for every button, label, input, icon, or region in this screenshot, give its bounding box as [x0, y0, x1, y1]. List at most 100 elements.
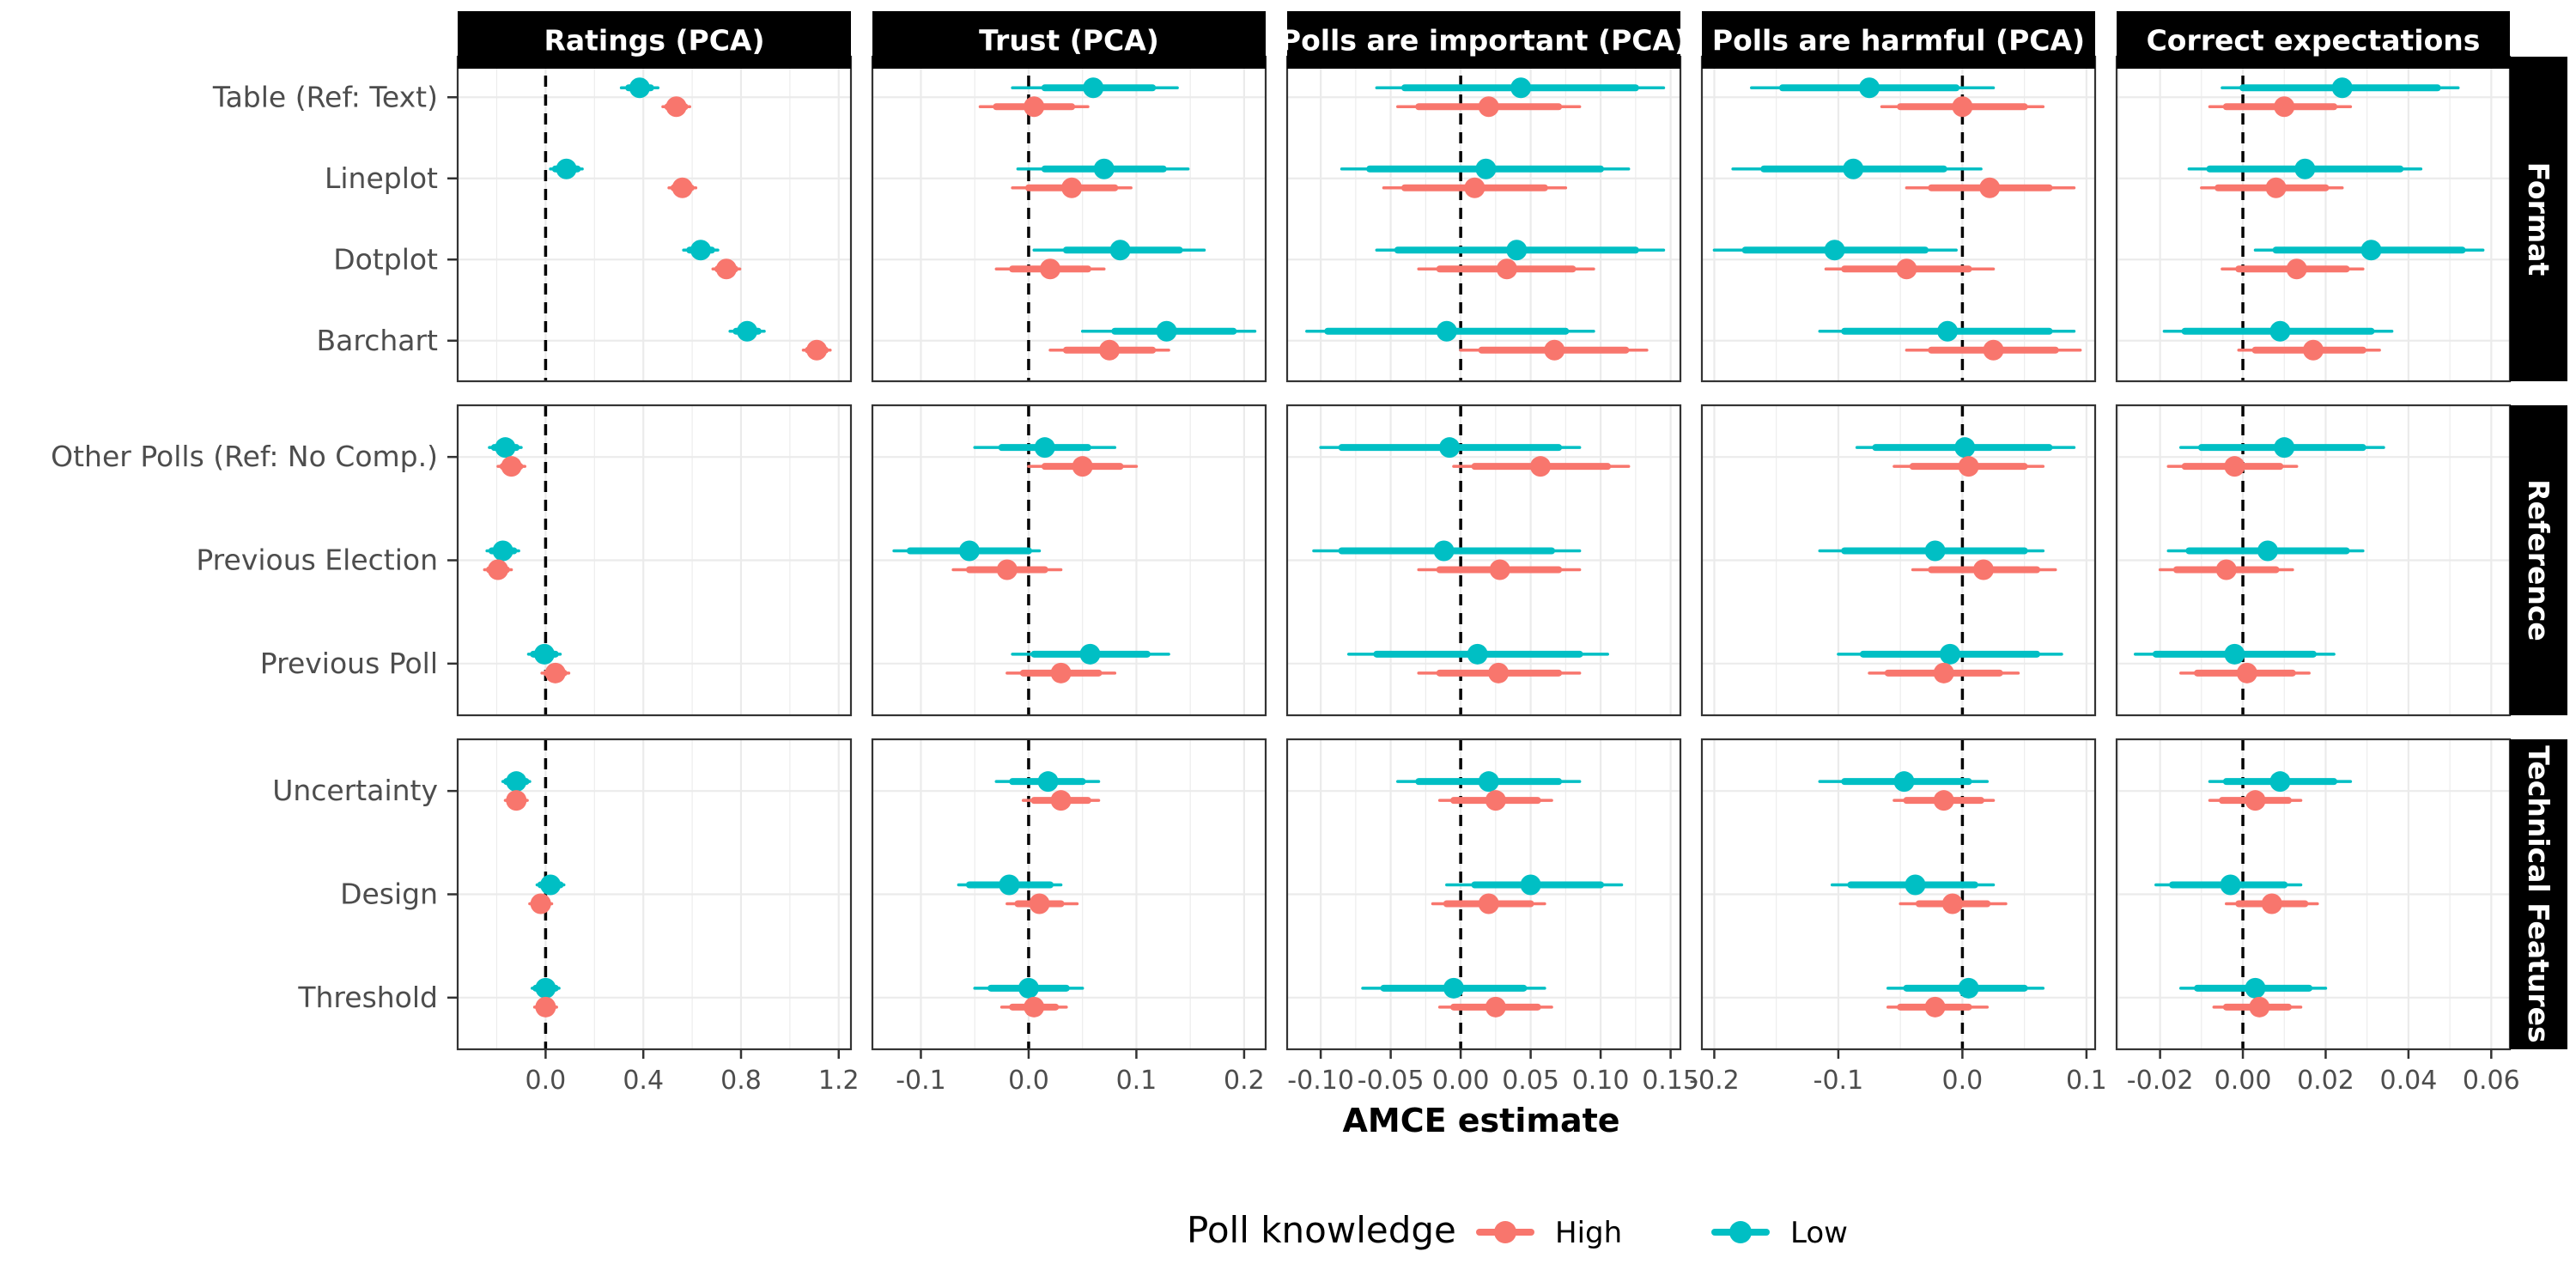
point-estimate [1893, 771, 1915, 793]
estimate-high [2166, 456, 2299, 477]
panel-polls-are-important-pca-technical-features [1285, 738, 1682, 1051]
legend-label: Low [1790, 1216, 1848, 1250]
y-tick-label-dotplot: Dotplot [333, 242, 438, 276]
point-estimate [1544, 339, 1565, 361]
point-estimate [1905, 874, 1926, 896]
point-estimate [2220, 874, 2241, 896]
estimate-high [711, 258, 742, 280]
panel-correct-expectations-reference [2115, 404, 2512, 717]
x-tick-label: 0.8 [720, 1066, 762, 1096]
panel-border [1700, 738, 2097, 1051]
estimate-high [540, 662, 571, 683]
panel-ratings-pca-format [456, 55, 853, 383]
legend: Poll knowledge High Low [1187, 1209, 1848, 1251]
estimate-low [488, 437, 523, 459]
x-tick-label: 0.10 [1572, 1066, 1630, 1096]
panel-polls-are-important-pca-reference [1285, 404, 1682, 717]
estimate-low [2154, 874, 2303, 896]
estimate-low [1375, 77, 1666, 99]
estimate-low [728, 320, 766, 342]
estimate-low [2187, 158, 2423, 179]
estimate-low [531, 977, 561, 999]
point-estimate [1040, 258, 1061, 280]
x-tick-label: 0.0 [1942, 1066, 1984, 1096]
column-strip-polls-are-harmful-pca [1702, 11, 2095, 69]
estimate-low [2178, 977, 2328, 999]
point-estimate [1924, 996, 1946, 1018]
estimate-low [2253, 240, 2485, 261]
estimate-high [1027, 456, 1139, 477]
point-estimate [540, 874, 562, 896]
estimate-low [973, 437, 1117, 459]
point-estimate [2286, 258, 2307, 280]
estimate-low [1818, 771, 1990, 793]
y-tick-label-previous-poll: Previous Poll [260, 647, 438, 680]
estimate-low [1855, 437, 2076, 459]
point-estimate [1972, 559, 1994, 580]
estimate-low [957, 874, 1063, 896]
estimate-high [1880, 96, 2045, 118]
estimate-high [2221, 258, 2365, 280]
point-estimate [2274, 96, 2295, 118]
estimate-low [1731, 158, 1983, 179]
panel-trust-pca-format [871, 55, 1267, 383]
panel-trust-pca-technical-features [871, 738, 1267, 1051]
estimate-low [2133, 643, 2336, 665]
point-estimate [487, 559, 508, 580]
panel-border [1285, 738, 1682, 1051]
estimate-low [619, 77, 660, 99]
point-estimate [535, 996, 556, 1018]
point-estimate [2360, 240, 2382, 261]
estimate-high [1893, 456, 2045, 477]
column-strip-trust-pca [872, 11, 1266, 69]
point-estimate [1896, 258, 1917, 280]
legend-entry-high: High [1476, 1216, 1622, 1250]
estimate-low [1032, 240, 1206, 261]
estimate-high [1005, 893, 1079, 914]
point-estimate [1109, 240, 1131, 261]
estimate-high [483, 559, 513, 580]
point-estimate [1018, 977, 1039, 999]
estimate-high [2237, 339, 2381, 361]
estimate-high [1021, 790, 1101, 811]
y-axis-labels: Table (Ref: Text) Lineplot Dotplot Barchart… [51, 80, 458, 1014]
estimate-high [1824, 258, 1996, 280]
y-tick-label-previous-election: Previous Election [196, 544, 438, 577]
estimate-low [682, 240, 720, 261]
estimate-low [535, 874, 566, 896]
estimate-low [485, 540, 520, 562]
point-estimate [1933, 790, 1954, 811]
estimate-low [1305, 320, 1595, 342]
x-tick-label: 0.0 [1008, 1066, 1049, 1096]
estimate-low [1712, 240, 1958, 261]
point-estimate [1530, 456, 1552, 477]
column-strip-label: Polls are important (PCA) [1280, 24, 1687, 58]
panel-trust-pca-reference [871, 404, 1267, 717]
panel-background [458, 57, 851, 381]
estimate-high [2158, 559, 2294, 580]
point-estimate [2245, 977, 2266, 999]
estimate-high [2225, 893, 2319, 914]
x-tick-label: 0.02 [2297, 1066, 2354, 1096]
estimate-high [1396, 96, 1582, 118]
estimate-low [526, 643, 562, 665]
point-estimate [1061, 177, 1083, 198]
point-estimate [2245, 790, 2266, 811]
estimate-high [801, 339, 832, 361]
estimate-high [496, 456, 526, 477]
point-estimate [495, 437, 516, 459]
point-estimate [1433, 540, 1455, 562]
legend-key-point [1494, 1221, 1516, 1243]
row-strip-technical-features [2510, 739, 2567, 1049]
panel-correct-expectations-format [2115, 55, 2512, 383]
estimate-high [2208, 790, 2303, 811]
panel-polls-are-harmful-pca-reference [1700, 404, 2097, 717]
column-strip-label: Polls are harmful (PCA) [1712, 24, 2085, 58]
estimate-high [532, 996, 558, 1018]
point-estimate [1478, 893, 1499, 914]
estimate-low [1346, 643, 1609, 665]
estimate-high [661, 96, 691, 118]
estimate-low [2162, 320, 2394, 342]
panel-ratings-pca-technical-features [456, 738, 853, 1051]
